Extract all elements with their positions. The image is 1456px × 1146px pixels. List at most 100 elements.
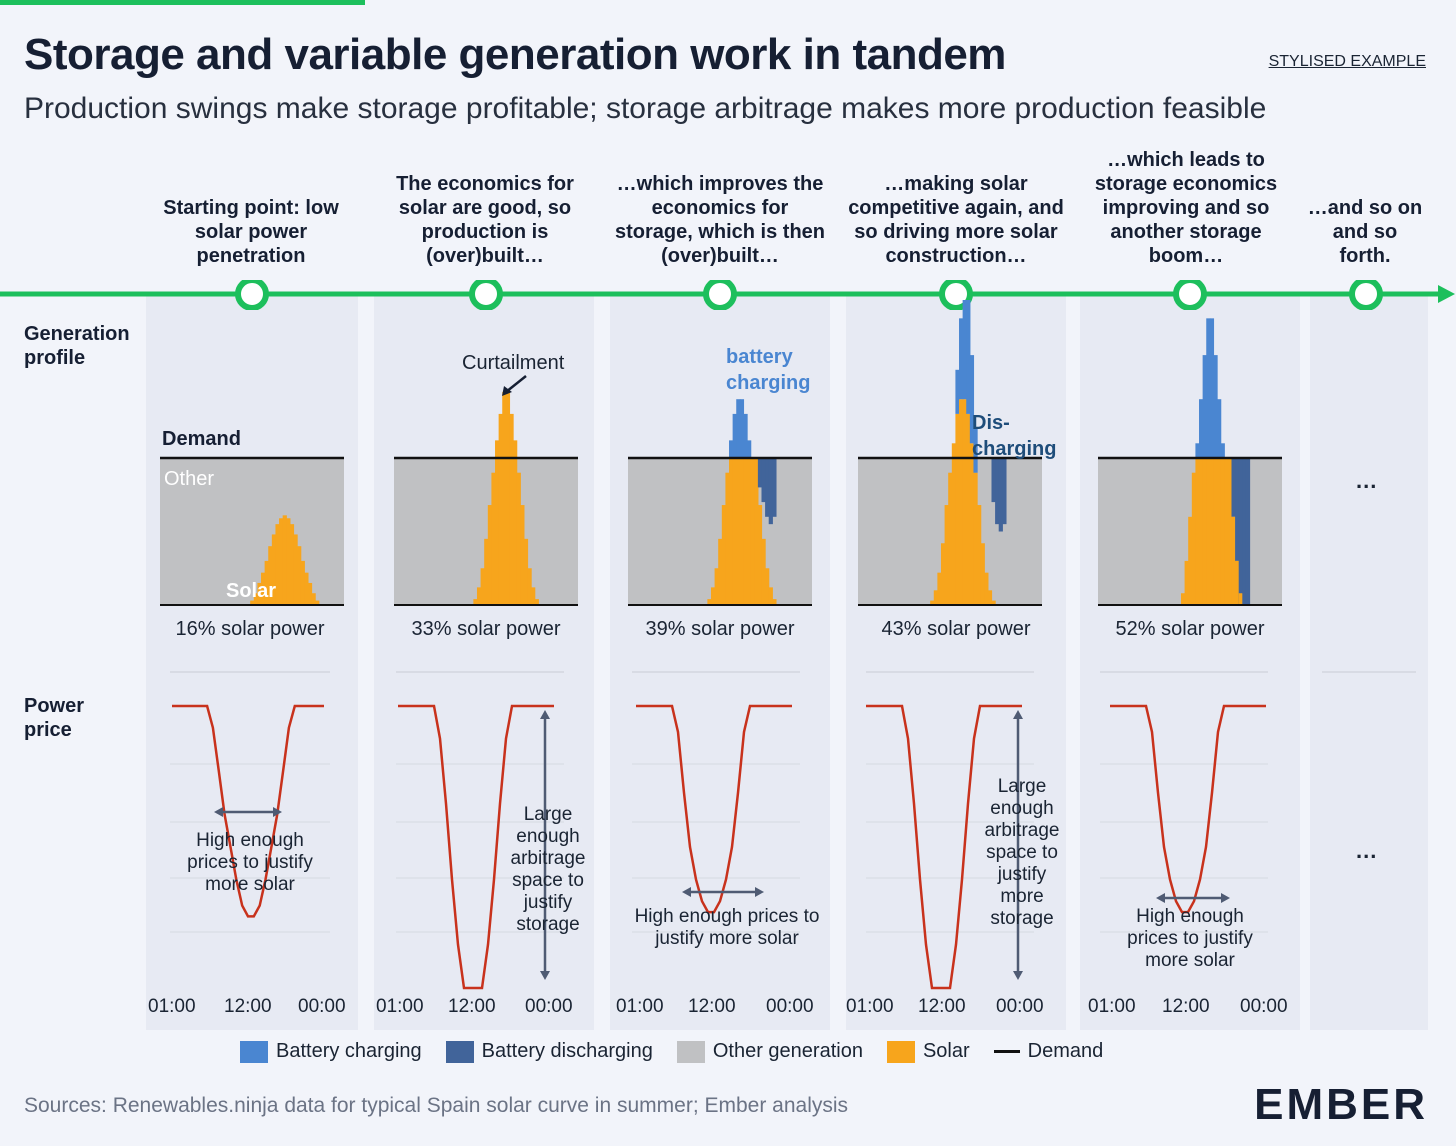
solar-bar — [714, 568, 719, 605]
discharging-bar — [995, 458, 1000, 525]
solar-bar — [754, 458, 759, 605]
column-bg-1 — [146, 296, 358, 1030]
discharging-bar — [1002, 458, 1007, 525]
solar-bar — [520, 505, 525, 605]
solar-bar — [264, 560, 269, 605]
solar-bar — [261, 572, 266, 605]
discharging-bar — [768, 458, 773, 525]
solar-bar — [732, 458, 737, 605]
solar-bar — [1202, 458, 1207, 605]
tick-2-mid: 12:00 — [448, 996, 496, 1017]
page-subtitle: Production swings make storage profitabl… — [24, 92, 1267, 125]
legend-label-solar: Solar — [922, 1040, 970, 1062]
solar-bar — [1227, 458, 1233, 605]
solar-bar — [1191, 472, 1197, 605]
tick-5-mid: 12:00 — [1162, 996, 1210, 1017]
solar-bar — [750, 458, 755, 605]
discharging-bar — [761, 458, 766, 503]
charging-bar — [959, 318, 964, 400]
legend-label-demand: Demand — [1027, 1040, 1104, 1062]
timeline-arrowhead — [1438, 285, 1455, 303]
solar-bar — [293, 534, 298, 605]
charging-bar — [966, 300, 971, 414]
step-heading-5: …which leads to storage economics improv… — [1094, 149, 1278, 267]
solar-bar — [250, 600, 255, 605]
solar-share-4: 43% solar power — [881, 618, 1031, 640]
arbitrage-arrow-4-head-bottom — [1013, 971, 1023, 980]
solar-bar — [300, 560, 305, 605]
solar-share-5: 52% solar power — [1115, 618, 1265, 640]
other-label: Other — [164, 468, 215, 490]
solar-bar — [1199, 458, 1204, 605]
solar-bar — [505, 391, 511, 605]
solar-bar — [480, 568, 485, 605]
solar-bar — [772, 599, 777, 605]
solar-bar — [1188, 516, 1193, 605]
solar-bar — [951, 443, 957, 605]
tick-5-start: 01:00 — [1088, 996, 1136, 1017]
tick-2-start: 01:00 — [376, 996, 424, 1017]
solar-bar — [289, 524, 295, 605]
annotation-2: Large enough arbitrage space to justify … — [510, 804, 586, 935]
discharging-bar — [765, 458, 770, 517]
solar-bar — [725, 472, 730, 605]
generation-charts — [160, 300, 1282, 606]
charging-bar — [1220, 443, 1225, 458]
legend-swatch-demand — [993, 1050, 1020, 1053]
solar-bar — [768, 587, 773, 605]
solar-bar — [473, 599, 478, 605]
charging-bar — [729, 440, 734, 458]
solar-bar — [991, 600, 996, 605]
solar-bar — [973, 472, 978, 605]
charging-bar — [736, 399, 741, 458]
arbitrage-arrow-4-head-top — [1013, 710, 1023, 719]
price-line-3 — [636, 704, 792, 914]
annotation-5: High enough prices to justify more solar — [1127, 906, 1253, 971]
timeline-node-3 — [703, 280, 737, 310]
solar-bar — [959, 399, 964, 605]
solar-bar — [304, 572, 309, 605]
demand-label: Demand — [162, 428, 241, 450]
page-title: Storage and variable generation work in … — [24, 30, 1006, 79]
solar-bar — [502, 391, 507, 605]
price-line-1 — [172, 704, 324, 918]
tick-1-end: 00:00 — [298, 996, 346, 1017]
solar-bar — [739, 458, 745, 605]
solar-bar — [495, 440, 500, 605]
solar-bar — [933, 590, 938, 605]
solar-bar — [757, 505, 763, 605]
solar-share-3: 39% solar power — [645, 618, 795, 640]
solar-bar — [271, 534, 277, 605]
charging-bar — [955, 369, 960, 414]
discharging-bar — [1238, 458, 1243, 605]
solar-bar — [940, 543, 946, 605]
legend-swatch-solar — [886, 1040, 915, 1063]
solar-bar — [513, 440, 518, 605]
charging-bar — [969, 355, 975, 444]
solar-bar — [710, 587, 716, 605]
solar-bar — [718, 538, 723, 605]
tick-1-mid: 12:00 — [224, 996, 272, 1017]
charging-bar — [743, 413, 748, 458]
charging-bar — [1206, 318, 1211, 458]
timeline-node-6 — [1349, 280, 1383, 310]
solar-bar — [977, 505, 982, 605]
ember-logo: EMBER — [1254, 1080, 1428, 1129]
tick-5-end: 00:00 — [1240, 996, 1288, 1017]
solar-bar — [969, 443, 975, 605]
ellipsis-price: ... — [1356, 838, 1378, 863]
annotation-1: High enough prices to justify more solar — [187, 830, 313, 895]
solar-bar — [937, 572, 942, 605]
tick-4-end: 00:00 — [996, 996, 1044, 1017]
timeline-node-2 — [469, 280, 503, 310]
legend-label-battery-charging: Battery charging — [276, 1040, 422, 1062]
price-line-2 — [398, 704, 554, 990]
price-line-4 — [866, 704, 1022, 990]
solar-bar — [987, 590, 993, 605]
discharging-label: Dis-charging — [972, 412, 1057, 460]
charging-bar — [962, 300, 967, 400]
solar-bar — [1235, 560, 1240, 605]
charging-bar — [1209, 318, 1215, 458]
solar-bar — [1195, 458, 1200, 605]
annotation-3: High enough prices to justify more solar — [634, 906, 820, 949]
